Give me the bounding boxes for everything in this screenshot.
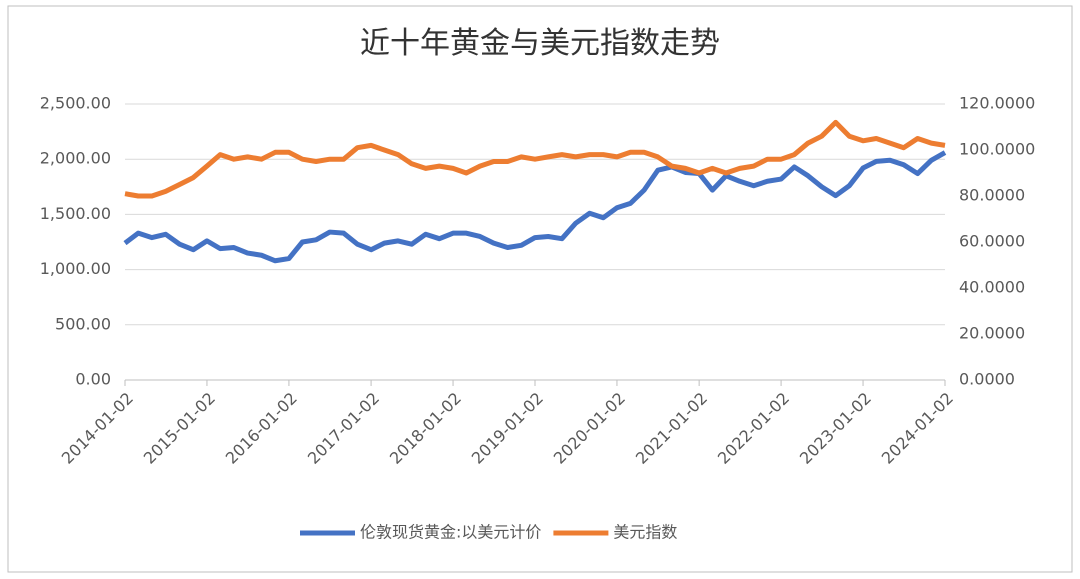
chart-frame — [7, 5, 1073, 573]
y2-tick-label: 80.0000 — [959, 186, 1025, 205]
y2-tick-label: 120.0000 — [959, 94, 1035, 113]
y-tick-label: 0.00 — [75, 370, 111, 389]
legend-label: 美元指数 — [613, 523, 677, 542]
chart-title: 近十年黄金与美元指数走势 — [360, 27, 720, 60]
y-tick-label: 1,500.00 — [40, 204, 111, 223]
y2-tick-label: 100.0000 — [959, 140, 1035, 159]
y2-tick-label: 60.0000 — [959, 232, 1025, 251]
y2-tick-label: 0.0000 — [959, 370, 1015, 389]
data-line — [124, 119, 946, 199]
y-tick-label: 2,000.00 — [40, 149, 111, 168]
y-tick-label: 500.00 — [55, 314, 111, 333]
y-tick-label: 2,500.00 — [40, 94, 111, 113]
y2-tick-label: 40.0000 — [959, 278, 1025, 297]
y-tick-label: 1,000.00 — [40, 259, 111, 278]
y2-tick-label: 20.0000 — [959, 324, 1025, 343]
legend-label: 伦敦现货黄金:以美元计价 — [360, 523, 541, 542]
data-line — [123, 150, 947, 264]
